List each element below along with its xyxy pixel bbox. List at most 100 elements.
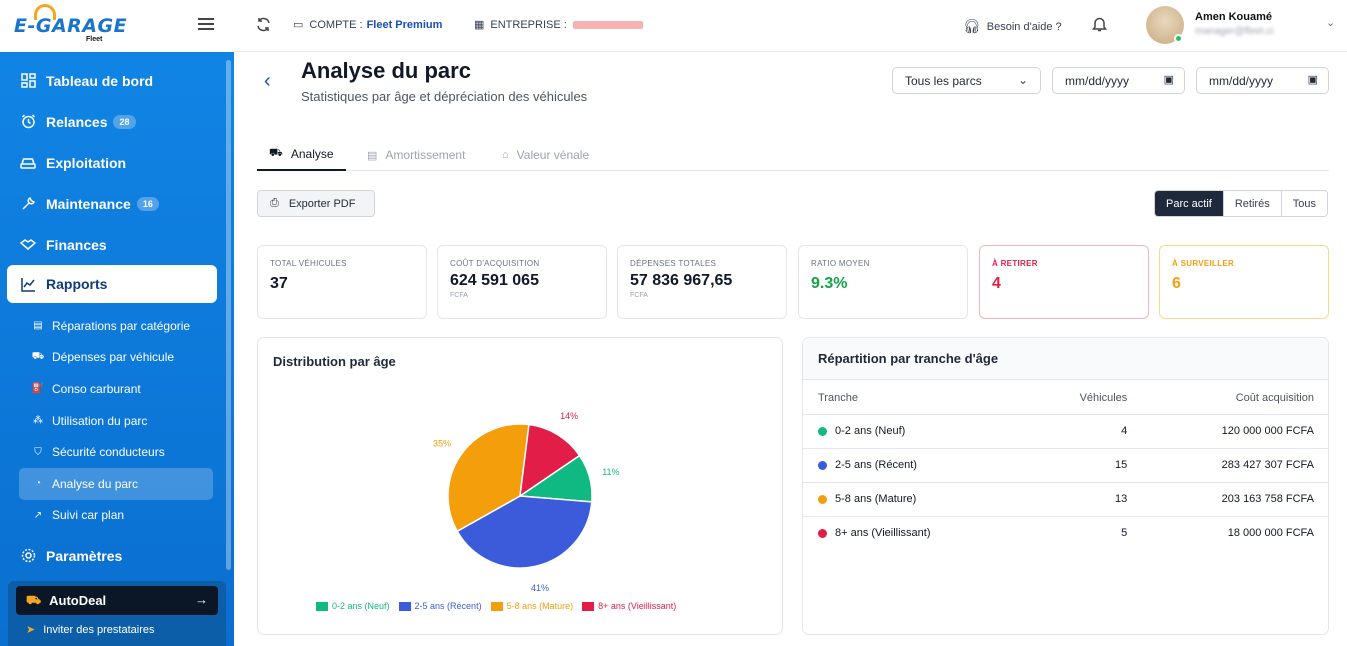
card-icon: ▭ bbox=[293, 19, 304, 31]
bell-icon[interactable] bbox=[1092, 16, 1107, 32]
kpi-value: 9.3% bbox=[811, 275, 848, 292]
legend-label: 2-5 ans (Récent) bbox=[414, 601, 482, 611]
date-start-input[interactable]: mm/dd/yyyy ▣ bbox=[1052, 67, 1185, 94]
table-row: 0-2 ans (Neuf) 4 120 000 000 FCFA bbox=[803, 413, 1329, 448]
legend-swatch bbox=[490, 601, 503, 611]
headset-icon: 🎧︎ bbox=[963, 18, 981, 34]
maintenance-count-badge: 16 bbox=[136, 196, 159, 211]
cell-tranche: 0-2 ans (Neuf) bbox=[803, 413, 1036, 448]
export-pdf-button[interactable]: ⎙ Exporter PDF bbox=[257, 190, 375, 217]
cell-tranche: 5-8 ans (Mature) bbox=[803, 481, 1036, 516]
legend-swatch bbox=[582, 601, 595, 611]
sidebar-subitem-conso[interactable]: ⛽ Conso carburant bbox=[0, 373, 234, 405]
trend-icon: ↗ bbox=[33, 509, 43, 521]
tab-analyse[interactable]: ⛟ Analyse bbox=[257, 139, 346, 171]
sidebar-subitem-utilisation[interactable]: ⁂ Utilisation du parc bbox=[0, 405, 234, 437]
sidebar-item-label: Finances bbox=[46, 236, 107, 253]
segment-retires[interactable]: Retirés bbox=[1222, 191, 1281, 216]
entreprise-label: ENTREPRISE : bbox=[490, 18, 567, 31]
sidebar-subitem-analyse-parc[interactable]: ◔ Analyse du parc bbox=[19, 467, 213, 500]
legend-item-recent[interactable]: 2-5 ans (Récent) bbox=[398, 601, 482, 611]
tab-valeur-venale[interactable]: ⌂ Valeur vénale bbox=[502, 139, 589, 171]
col-cout: Coût acquisition bbox=[1235, 391, 1314, 404]
pie-slice[interactable] bbox=[447, 423, 530, 533]
segment-parc-actif[interactable]: Parc actif bbox=[1155, 191, 1223, 216]
pie-slice[interactable] bbox=[456, 495, 593, 569]
repartition-card: Répartition par tranche d'âge Tranche Vé… bbox=[802, 337, 1329, 635]
autodeal-button[interactable]: ⛟ AutoDeal → bbox=[16, 586, 218, 615]
calculator-icon: ▤ bbox=[367, 149, 378, 162]
legend-swatch bbox=[316, 601, 328, 611]
back-chevron-icon[interactable]: ‹ bbox=[264, 70, 271, 92]
col-tranche: Tranche bbox=[818, 391, 858, 404]
date-end-placeholder: mm/dd/yyyy bbox=[1209, 73, 1274, 88]
logo-wrench-icon bbox=[34, 4, 56, 20]
dashboard-icon bbox=[20, 73, 36, 89]
sidebar-subitem-securite[interactable]: ⛉ Sécurité conducteurs bbox=[0, 436, 234, 468]
repartition-title: Répartition par tranche d'âge bbox=[818, 351, 999, 366]
tab-label: Analyse bbox=[290, 147, 334, 161]
cell-vehicules: 4 bbox=[1035, 413, 1134, 448]
sidebar-item-label: Exploitation bbox=[46, 154, 127, 171]
distribution-title: Distribution par âge bbox=[273, 354, 396, 369]
export-label: Exporter PDF bbox=[288, 197, 356, 210]
menu-toggle-icon[interactable] bbox=[198, 18, 214, 30]
logo[interactable]: E-GARAGE bbox=[14, 15, 128, 37]
help-button[interactable]: 🎧︎ Besoin d'aide ? bbox=[963, 18, 1062, 35]
sidebar-item-tableau-de-bord[interactable]: Tableau de bord bbox=[0, 60, 234, 101]
sidebar-subitem-reparations[interactable]: ▤ Réparations par catégorie bbox=[0, 310, 234, 342]
sidebar-nav: Tableau de bord Relances 28 Exploitation… bbox=[0, 60, 234, 576]
kpi-depenses-totales: DÉPENSES TOTALES 57 836 967,65 FCFA bbox=[617, 245, 787, 319]
legend-swatch bbox=[398, 601, 411, 611]
refresh-icon[interactable] bbox=[256, 17, 271, 32]
sidebar-item-label: Tableau de bord bbox=[46, 72, 154, 89]
sidebar-item-parametres[interactable]: Paramètres bbox=[0, 535, 234, 576]
sidebar-subitem-suivi[interactable]: ↗ Suivi car plan bbox=[0, 500, 234, 532]
sidebar-subitem-label: Sécurité conducteurs bbox=[52, 445, 165, 460]
tranche-label: 5-8 ans (Mature) bbox=[835, 493, 917, 505]
compte-label: COMPTE : bbox=[309, 18, 363, 31]
arrow-right-icon: → bbox=[195, 592, 208, 607]
kpi-value: 6 bbox=[1172, 275, 1181, 292]
kpi-value: 624 591 065 bbox=[450, 272, 539, 289]
clipboard-icon: ▤ bbox=[33, 320, 43, 332]
cell-cout: 203 163 758 FCFA bbox=[1133, 481, 1329, 516]
chevron-down-icon[interactable]: ⌄ bbox=[1326, 17, 1336, 29]
sidebar-item-maintenance[interactable]: Maintenance 16 bbox=[0, 183, 234, 224]
invite-link[interactable]: ➤ Inviter des prestataires bbox=[26, 623, 155, 637]
sidebar-scrollbar[interactable] bbox=[226, 60, 231, 570]
topbar: ▭ COMPTE : Fleet Premium ▦ ENTREPRISE : … bbox=[234, 0, 1347, 52]
user-name: Amen Kouamé bbox=[1195, 11, 1273, 23]
cell-vehicules: 5 bbox=[1035, 515, 1134, 550]
building-icon: ▦ bbox=[474, 19, 485, 31]
kpi-ratio-moyen: RATIO MOYEN 9.3% bbox=[798, 245, 968, 319]
legend-item-mature[interactable]: 5-8 ans (Mature) bbox=[490, 601, 574, 611]
file-download-icon: ⎙ bbox=[270, 197, 279, 209]
date-end-input[interactable]: mm/dd/yyyy ▣ bbox=[1196, 67, 1329, 94]
kpi-total-vehicules: TOTAL VÉHICULES 37 bbox=[257, 245, 427, 319]
sidebar-subitem-label: Utilisation du parc bbox=[52, 413, 148, 428]
tab-amortissement[interactable]: ▤ Amortissement bbox=[367, 139, 465, 171]
cell-cout: 18 000 000 FCFA bbox=[1133, 515, 1329, 550]
tranche-color-dot bbox=[818, 528, 827, 538]
legend-item-vieillissant[interactable]: 8+ ans (Vieillissant) bbox=[582, 601, 676, 611]
legend-item-neuf[interactable]: 0-2 ans (Neuf) bbox=[316, 601, 390, 611]
kpi-a-retirer: À RETIRER 4 bbox=[979, 245, 1149, 319]
handshake-icon bbox=[20, 237, 36, 253]
logo-subtitle: Fleet bbox=[86, 36, 103, 43]
chevron-down-icon: ⌄ bbox=[1017, 73, 1028, 87]
legend-label: 5-8 ans (Mature) bbox=[506, 601, 574, 611]
sidebar-item-relances[interactable]: Relances 28 bbox=[0, 101, 234, 142]
kpi-unit: FCFA bbox=[630, 292, 648, 299]
sidebar-item-exploitation[interactable]: Exploitation bbox=[0, 142, 234, 183]
sidebar-item-label: Maintenance bbox=[46, 195, 131, 212]
tab-label: Valeur vénale bbox=[516, 148, 590, 162]
segment-tous[interactable]: Tous bbox=[1280, 191, 1327, 216]
parc-select[interactable]: Tous les parcs ⌄ bbox=[892, 67, 1041, 94]
pie-slice[interactable] bbox=[519, 423, 581, 498]
calendar-icon: ▣ bbox=[1163, 74, 1174, 86]
sidebar-item-rapports[interactable]: Rapports bbox=[7, 265, 217, 303]
tranche-label: 2-5 ans (Récent) bbox=[835, 459, 917, 471]
sidebar-subitem-depenses[interactable]: ⛟ Dépenses par véhicule bbox=[0, 342, 234, 374]
sidebar-item-finances[interactable]: Finances bbox=[0, 224, 234, 265]
